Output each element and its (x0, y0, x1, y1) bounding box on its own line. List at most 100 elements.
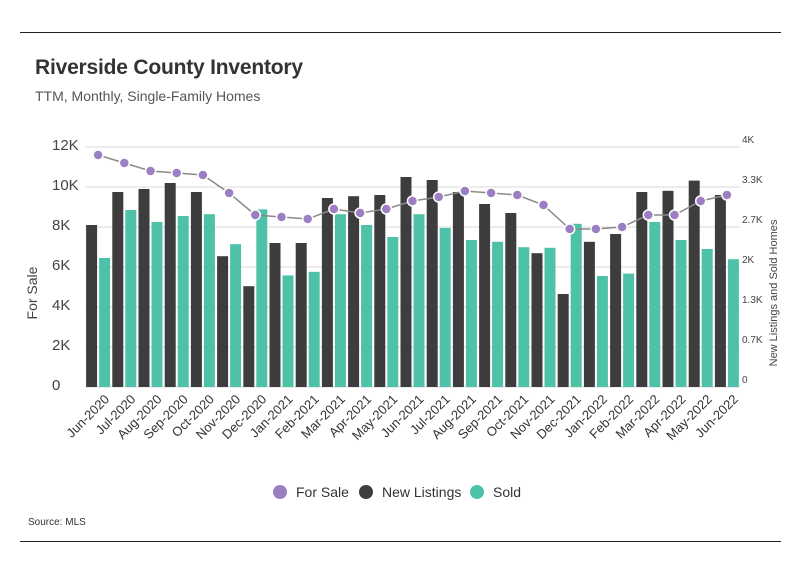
legend-swatch-new-listings (359, 485, 373, 499)
for-sale-point (642, 209, 655, 221)
bars (86, 177, 739, 387)
sold-bar (151, 222, 163, 387)
sold-bar (649, 222, 661, 387)
new-listings-bar (583, 241, 595, 387)
new-listings-bar (662, 190, 674, 387)
for-sale-point (144, 165, 157, 177)
y-tick-label: 0 (52, 377, 60, 394)
axis-ticks: 02K4K6K8K10K12K00.7K1.3K2K2.7K3.3K4KJun-… (52, 135, 763, 443)
sold-bar (596, 276, 608, 387)
sold-bar (177, 216, 189, 387)
for-sale-point (354, 207, 366, 219)
new-listings-bar (531, 253, 543, 387)
y2-tick-label: 0 (742, 375, 748, 386)
for-sale-point (380, 203, 393, 215)
for-sale-point (301, 213, 314, 225)
y-tick-label: 4K (52, 297, 70, 314)
for-sale-point (563, 223, 576, 235)
for-sale-point (537, 199, 550, 211)
sold-bar (125, 210, 137, 387)
y2-axis-title: New Listings and Sold Homes (768, 219, 780, 366)
y2-tick-label: 3.3K (742, 175, 763, 186)
for-sale-point (432, 191, 445, 203)
sold-bar (465, 240, 477, 387)
legend-swatch-for-sale (273, 485, 287, 499)
for-sale-point (223, 187, 235, 199)
y2-tick-label: 4K (742, 135, 755, 146)
for-sale-point (485, 187, 497, 199)
for-sale-point (118, 157, 131, 169)
for-sale-point (275, 211, 288, 223)
bottom-rule (20, 541, 781, 542)
new-listings-bar (190, 192, 202, 387)
y-tick-label: 8K (52, 217, 70, 234)
for-sale-point (249, 209, 262, 221)
new-listings-bar (636, 192, 648, 387)
chart-subtitle: TTM, Monthly, Single-Family Homes (35, 88, 261, 104)
sold-bar (439, 228, 451, 387)
sold-bar (387, 237, 399, 387)
for-sale-point (694, 195, 707, 207)
sold-bar (544, 247, 556, 387)
sold-bar (282, 275, 294, 387)
new-listings-bar (557, 294, 569, 387)
top-rule (20, 32, 781, 33)
new-listings-bar (610, 234, 622, 387)
for-sale-point (511, 189, 524, 201)
legend-swatch-sold (470, 485, 484, 499)
new-listings-bar (138, 189, 150, 387)
new-listings-bar (688, 180, 700, 387)
sold-bar (623, 273, 635, 387)
sold-bar (675, 240, 687, 387)
legend: For Sale New Listings Sold (273, 484, 521, 500)
legend-label-for-sale: For Sale (296, 484, 349, 500)
legend-label-new-listings: New Listings (382, 484, 461, 500)
sold-bar (203, 214, 215, 387)
new-listings-bar (714, 195, 726, 387)
sold-bar (727, 259, 739, 387)
for-sale-point (170, 167, 183, 179)
new-listings-bar (112, 192, 124, 387)
new-listings-bar (164, 183, 176, 387)
new-listings-bar (321, 198, 333, 387)
for-sale-point (459, 185, 471, 197)
for-sale-point (197, 169, 209, 181)
for-sale-point (668, 209, 681, 221)
y-axis-title: For Sale (24, 266, 40, 319)
legend-label-sold: Sold (493, 484, 521, 500)
sold-bar (492, 241, 504, 387)
sold-bar (308, 271, 320, 387)
new-listings-bar (348, 196, 360, 387)
new-listings-bar (452, 192, 464, 387)
new-listings-bar (426, 180, 438, 387)
new-listings-bar (269, 243, 281, 387)
y2-tick-label: 1.3K (742, 295, 763, 306)
new-listings-bar (86, 225, 98, 387)
sold-bar (570, 223, 582, 387)
for-sale-line (92, 149, 733, 235)
sold-bar (361, 225, 373, 387)
sold-bar (256, 209, 268, 387)
y-tick-label: 6K (52, 257, 70, 274)
for-sale-point (590, 223, 602, 235)
sold-bar (701, 249, 713, 387)
sold-bar (230, 244, 242, 387)
y2-tick-label: 0.7K (742, 335, 763, 346)
for-sale-point (616, 221, 628, 233)
y-tick-label: 12K (52, 137, 79, 154)
sold-bar (99, 258, 111, 387)
new-listings-bar (479, 204, 491, 387)
y-tick-label: 10K (52, 177, 79, 194)
y-tick-label: 2K (52, 337, 70, 354)
for-sale-point (328, 203, 340, 215)
new-listings-bar (243, 286, 255, 387)
source-note: Source: MLS (28, 517, 86, 528)
new-listings-bar (217, 256, 229, 387)
sold-bar (334, 214, 346, 387)
for-sale-point (92, 149, 104, 161)
y2-tick-label: 2.7K (742, 215, 763, 226)
new-listings-bar (505, 213, 517, 387)
new-listings-bar (400, 177, 412, 387)
for-sale-point (721, 189, 733, 201)
